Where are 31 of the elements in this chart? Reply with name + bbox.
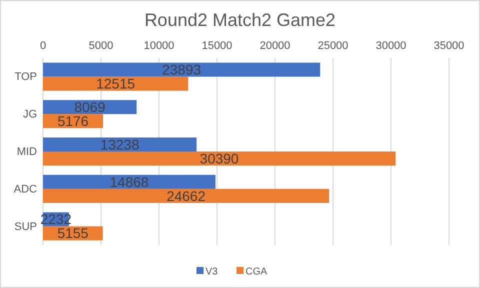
y-tick-label: MID — [16, 146, 38, 158]
data-label: 5176 — [57, 113, 89, 130]
x-tick-label: 30000 — [376, 40, 406, 52]
y-tick-label: TOP — [14, 71, 37, 84]
data-label: 24662 — [166, 188, 206, 204]
x-tick-label: 20000 — [260, 40, 290, 52]
bar — [43, 188, 330, 203]
data-label: 14868 — [110, 174, 149, 190]
chart-title: Round2 Match2 Game2 — [144, 10, 336, 30]
data-label: 30390 — [200, 150, 239, 166]
x-tick-label: 5000 — [88, 40, 114, 52]
data-label: 13238 — [100, 136, 140, 152]
bar — [43, 174, 216, 189]
y-tick-label: SUP — [14, 220, 37, 233]
x-tick-label: 10000 — [144, 40, 174, 52]
data-label: 12515 — [96, 76, 136, 92]
data-label: 23893 — [162, 62, 202, 78]
data-label: 5155 — [57, 225, 89, 242]
bar — [43, 62, 320, 77]
x-tick-label: 0 — [40, 40, 46, 52]
x-tick-label: 15000 — [202, 40, 232, 52]
x-tick-label: 25000 — [318, 40, 348, 52]
legend-label: CGA — [246, 266, 268, 278]
bar — [43, 137, 197, 152]
bar — [43, 76, 188, 91]
y-tick-label: JG — [22, 108, 37, 121]
legend-label: V3 — [206, 266, 218, 278]
data-label: 8069 — [74, 98, 106, 115]
y-tick-label: ADC — [14, 183, 38, 196]
bar — [43, 152, 396, 166]
x-tick-label: 35000 — [434, 40, 464, 52]
